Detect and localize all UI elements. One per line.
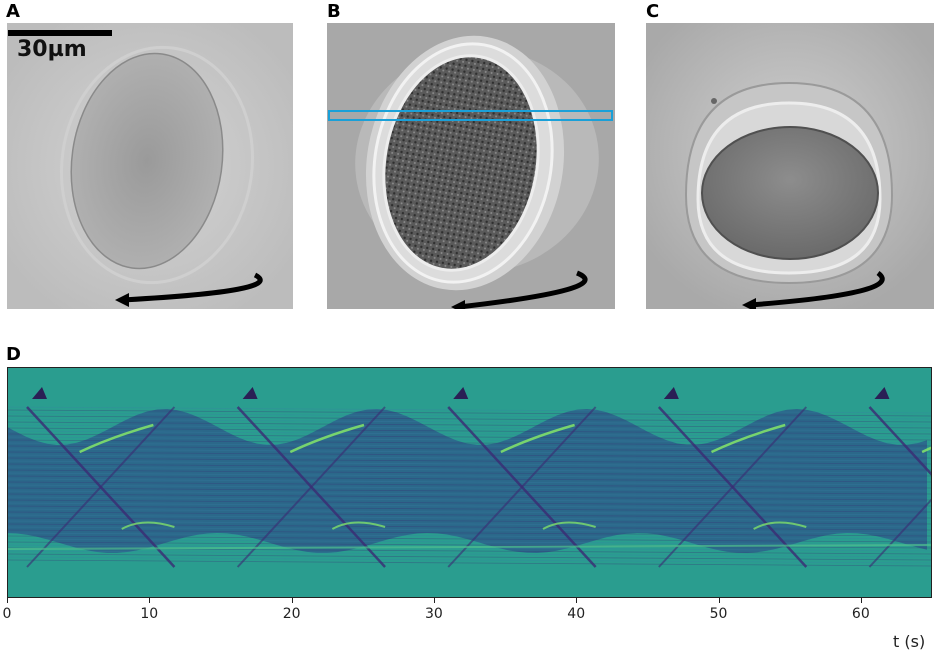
x-tick-label: 10 xyxy=(140,606,159,622)
x-tick-mark xyxy=(718,598,720,603)
panel-letter-d: D xyxy=(6,344,21,365)
selection-box xyxy=(328,110,613,121)
panel-letter-c: C xyxy=(646,1,660,22)
x-tick-label: 60 xyxy=(851,606,870,622)
micrograph-b xyxy=(327,23,615,309)
panel-letter-a: A xyxy=(6,1,20,22)
x-tick-label: 50 xyxy=(709,606,728,622)
kymograph-image xyxy=(6,367,941,598)
x-tick-mark xyxy=(7,598,8,603)
micrograph-c xyxy=(646,23,934,309)
x-tick-label: 40 xyxy=(567,606,586,622)
x-tick-label: 20 xyxy=(282,606,301,622)
scalebar xyxy=(8,30,112,36)
x-tick-mark xyxy=(433,598,435,603)
micrograph-a xyxy=(7,23,293,309)
x-tick-mark xyxy=(291,598,293,603)
x-tick-mark xyxy=(860,598,862,603)
panel-letter-b: B xyxy=(327,1,341,22)
scalebar-label: 30µm xyxy=(17,37,87,62)
x-tick-mark xyxy=(149,598,151,603)
x-tick-label: 30 xyxy=(425,606,443,622)
x-axis-label: t (s) xyxy=(893,632,926,651)
x-tick-mark xyxy=(576,598,578,603)
kymograph-plot xyxy=(6,367,941,598)
x-tick-label: 0 xyxy=(2,606,12,622)
